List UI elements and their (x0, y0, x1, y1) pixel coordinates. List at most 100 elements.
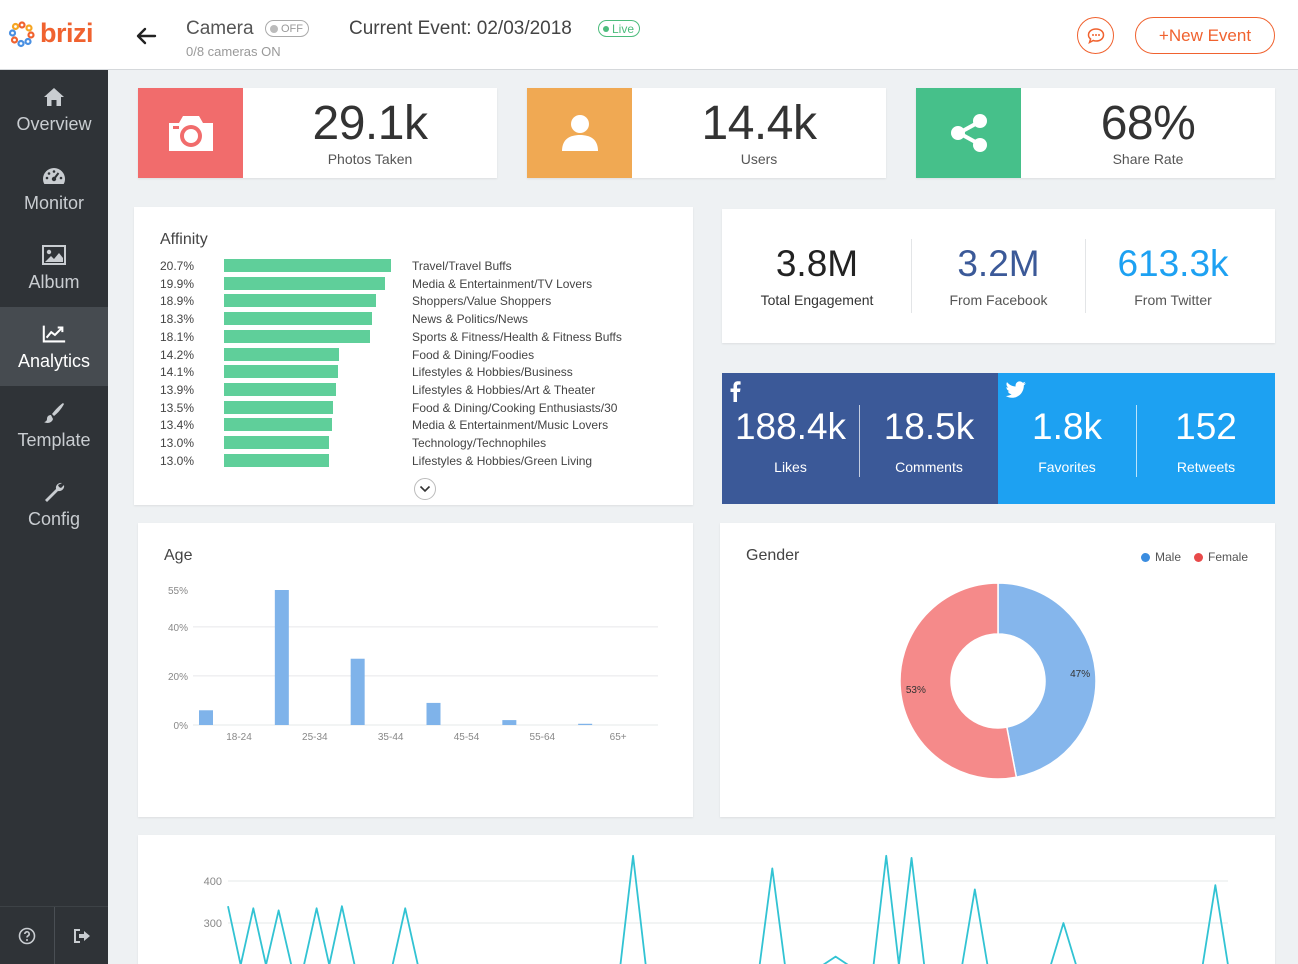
facebook-stats-panel: 188.4k Likes 18.5k Comments (722, 373, 998, 504)
sidebar-item-overview[interactable]: Overview (0, 70, 108, 149)
donut-slice-male[interactable] (997, 582, 1097, 779)
affinity-row: 18.3% News & Politics/News (134, 310, 693, 328)
photos-stat-icon-box (138, 88, 243, 178)
gender-donut-chart: 47% 53% (899, 582, 1097, 780)
affinity-percent: 18.3% (160, 312, 195, 327)
affinity-bar (224, 329, 371, 343)
affinity-panel: Affinity 20.7% Travel/Travel Buffs 19.9% Me… (134, 207, 693, 505)
share-rate-value: 68% (1100, 97, 1196, 150)
new-event-button[interactable]: +New Event (1135, 17, 1275, 54)
legend-female[interactable]: Female (1194, 550, 1248, 564)
age-bar[interactable] (350, 658, 365, 725)
share-rate-label: Share Rate (1112, 151, 1184, 167)
total-engagement: 3.8M Total Engagement (722, 239, 912, 313)
donut-slice-female[interactable] (899, 582, 1018, 780)
age-bar[interactable] (578, 723, 593, 725)
legend-male[interactable]: Male (1141, 550, 1181, 564)
users-stat-body: 14.4k Users (632, 88, 886, 178)
age-bar[interactable] (274, 590, 289, 725)
sidebar-item-label: Config (27, 509, 81, 529)
chat-icon (1087, 27, 1104, 44)
share-stat-body: 68% Share Rate (1021, 88, 1275, 178)
timeline-series-line[interactable] (227, 854, 1229, 964)
divider (1085, 239, 1086, 313)
dashboard-icon (41, 163, 67, 189)
affinity-row: 13.0% Technology/Technophiles (134, 434, 693, 452)
logout-button[interactable] (54, 907, 108, 964)
share-stat-card: 68% Share Rate (916, 88, 1275, 178)
affinity-row: 18.1% Sports & Fitness/Health & Fitness B… (134, 328, 693, 346)
affinity-bar (224, 400, 333, 414)
brush-icon (41, 400, 67, 426)
x-tick-label: 35-44 (378, 732, 404, 743)
chart-icon (41, 321, 67, 347)
share-icon (950, 114, 987, 152)
twitter-icon (1005, 381, 1026, 398)
affinity-category: Lifestyles & Hobbies/Art & Theater (412, 382, 596, 397)
affinity-bar (224, 436, 329, 449)
affinity-category: Travel/Travel Buffs (412, 259, 512, 273)
affinity-percent: 13.5% (160, 400, 195, 415)
legend-label: Female (1208, 550, 1249, 564)
chat-button[interactable] (1077, 17, 1114, 54)
affinity-bar (224, 259, 391, 272)
retweets-stat: 152 Retweets (1137, 405, 1275, 477)
affinity-row: 20.7% Travel/Travel Buffs (134, 257, 693, 275)
affinity-bar (224, 347, 339, 361)
twitter-engagement-label: From Twitter (1134, 292, 1212, 308)
affinity-category: Media & Entertainment/Music Lovers (412, 418, 609, 433)
comments-stat: 18.5k Comments (860, 405, 998, 477)
engagement-panel: 3.8M Total Engagement 3.2M From Facebook… (722, 209, 1275, 343)
image-icon (41, 242, 67, 268)
total-engagement-value: 3.8M (775, 243, 859, 284)
sidebar-item-analytics[interactable]: Analytics (0, 307, 108, 386)
age-title: Age (164, 547, 193, 564)
brand-name: brizi (40, 18, 94, 48)
facebook-icon (730, 381, 741, 402)
camera-title: Camera (186, 18, 254, 39)
back-arrow-icon[interactable] (133, 22, 161, 50)
affinity-row: 19.9% Media & Entertainment/TV Lovers (134, 275, 693, 293)
x-tick-label: 45-54 (454, 732, 480, 743)
twitter-engagement-value: 613.3k (1117, 243, 1229, 284)
sidebar-item-config[interactable]: Config (0, 465, 108, 544)
affinity-percent: 13.0% (160, 453, 195, 468)
sidebar-item-label: Overview (16, 114, 92, 134)
brand-logo[interactable]: brizi (8, 18, 94, 49)
help-button[interactable] (0, 907, 54, 964)
affinity-category: Sports & Fitness/Health & Fitness Buffs (412, 329, 622, 344)
sidebar-item-template[interactable]: Template (0, 386, 108, 465)
gender-title: Gender (746, 547, 800, 564)
age-bar[interactable] (426, 702, 441, 725)
affinity-expand-button[interactable] (414, 478, 436, 500)
slice-label: 47% (1070, 669, 1090, 680)
likes-label: Likes (774, 459, 807, 475)
camera-toggle[interactable]: OFF (265, 20, 309, 37)
x-tick-label: 25-34 (302, 732, 328, 743)
favorites-stat: 1.8k Favorites (998, 405, 1136, 477)
retweets-label: Retweets (1176, 459, 1236, 475)
age-bar[interactable] (199, 710, 213, 725)
favorites-label: Favorites (1038, 459, 1096, 475)
sidebar-item-album[interactable]: Album (0, 228, 108, 307)
affinity-row: 13.5% Food & Dining/Cooking Enthusiasts/3… (134, 399, 693, 417)
affinity-percent: 20.7% (160, 259, 195, 273)
affinity-percent: 18.1% (160, 329, 195, 344)
chevron-down-icon (419, 485, 431, 493)
comments-value: 18.5k (883, 406, 975, 447)
sidebar-item-monitor[interactable]: Monitor (0, 149, 108, 228)
legend-label: Male (1155, 550, 1182, 564)
age-bar[interactable] (502, 720, 517, 725)
logout-icon (73, 929, 90, 943)
timeline-line-chart: 300 400 (204, 854, 1229, 964)
current-event-title: Current Event: 02/03/2018 (349, 18, 572, 39)
x-tick-label: 65+ (610, 732, 627, 743)
affinity-row: 18.9% Shoppers/Value Shoppers (134, 292, 693, 310)
users-stat-icon-box (527, 88, 632, 178)
live-badge: Live (598, 20, 641, 37)
camera-icon (168, 116, 213, 151)
age-panel: Age 0% 20% 40% 55% 18-24 25-34 35-44 45-54 55-64… (138, 523, 693, 817)
affinity-row: 13.9% Lifestyles & Hobbies/Art & Theater (134, 381, 693, 399)
affinity-percent: 14.2% (160, 347, 195, 362)
top-header: brizi Camera OFF 0/8 cameras ON Current … (0, 0, 1298, 70)
